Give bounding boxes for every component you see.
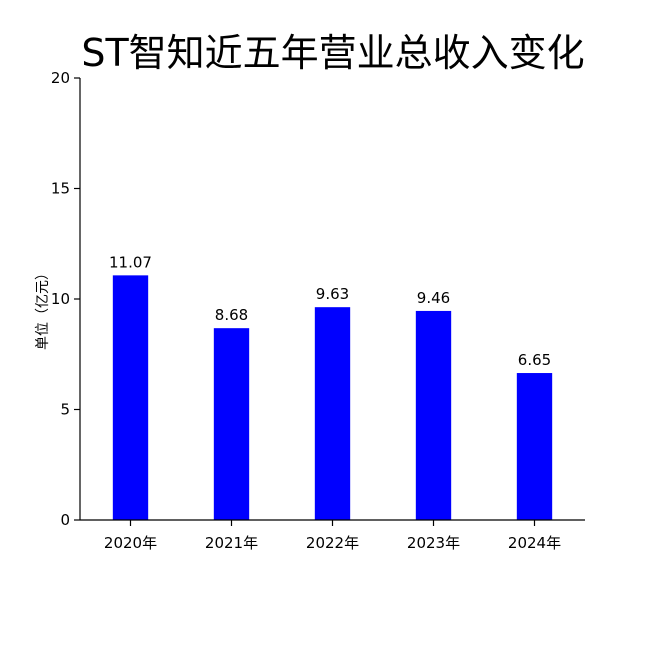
chart-title: ST智知近五年营业总收入变化	[81, 31, 584, 75]
plot-area: 0 5 10 15 20 11.07 2020年 8.68 2021年 9.63 2022年 9.46…	[51, 69, 561, 552]
y-tick-label: 20	[51, 69, 70, 87]
bar-1	[213, 328, 250, 520]
bar-value-label: 6.65	[518, 351, 551, 369]
x-tick-label: 2020年	[104, 534, 157, 552]
bar-value-label: 9.46	[417, 289, 450, 307]
bar-value-label: 9.63	[316, 285, 349, 303]
x-tick-label: 2023年	[407, 534, 460, 552]
bar-value-label: 8.68	[215, 306, 248, 324]
x-tick-label: 2024年	[508, 534, 561, 552]
bar-value-label: 11.07	[109, 253, 152, 271]
bar-0	[112, 275, 149, 520]
bar-3	[415, 310, 452, 520]
bar-2	[314, 307, 351, 520]
y-axis-label: 单位（亿元）	[35, 266, 51, 350]
x-tick-label: 2021年	[205, 534, 258, 552]
bar-4	[516, 373, 553, 520]
x-tick-label: 2022年	[306, 534, 359, 552]
y-tick-label: 0	[60, 511, 70, 529]
y-tick-label: 10	[51, 290, 70, 308]
y-tick-label: 15	[51, 180, 70, 198]
y-tick-label: 5	[60, 401, 70, 419]
